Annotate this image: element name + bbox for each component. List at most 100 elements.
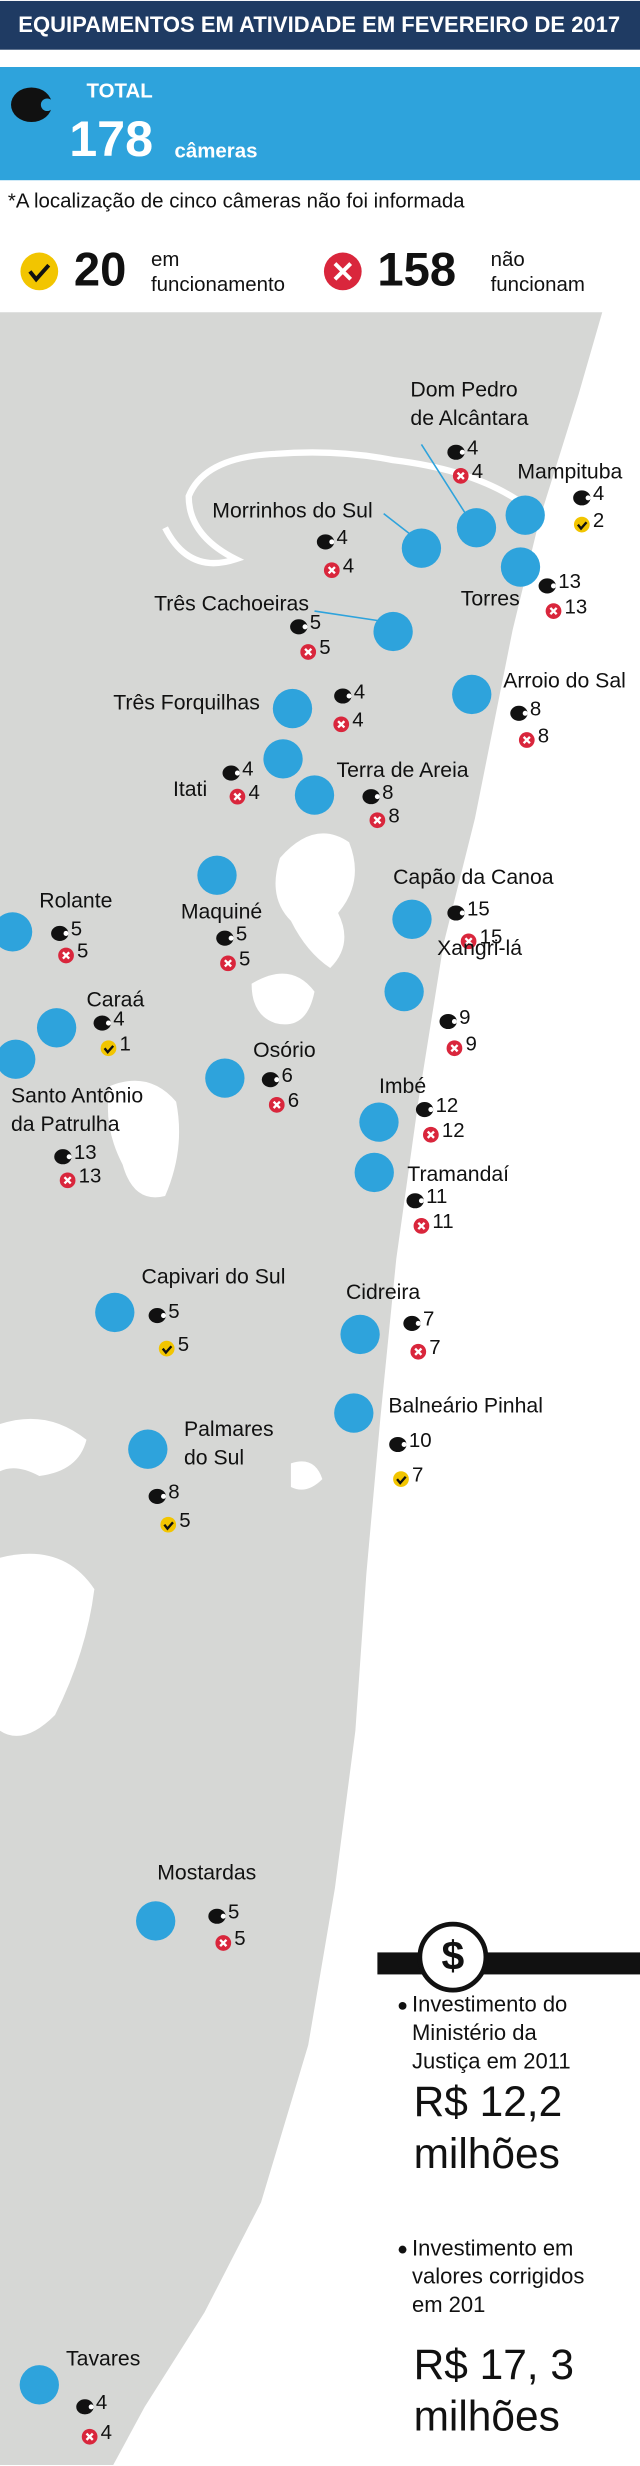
- camera-lens: [66, 1154, 72, 1160]
- camera-lens: [415, 1320, 421, 1326]
- not-working-count: 4: [472, 460, 483, 483]
- not-working-count: 5: [234, 1927, 245, 1950]
- investment-amount: milhões: [414, 2393, 560, 2440]
- camera-icon: [148, 1308, 166, 1324]
- camera-lens: [274, 1077, 280, 1083]
- not-working-label: funcionam: [491, 273, 585, 296]
- not-working-count: 5: [77, 940, 88, 963]
- city-name: Capão da Canoa: [393, 866, 554, 889]
- city-name: Arroio do Sal: [503, 669, 626, 692]
- header-title: EQUIPAMENTOS EM ATIVIDADE EM FEVEREIRO D…: [18, 12, 620, 37]
- camera-count: 4: [593, 482, 604, 505]
- camera-count: 5: [228, 1901, 239, 1924]
- camera-lens: [63, 930, 69, 936]
- camera-count: 8: [530, 698, 541, 721]
- camera-count: 8: [382, 781, 393, 804]
- camera-icon: [261, 1072, 280, 1088]
- working-count: 2: [593, 509, 604, 532]
- total-unit: câmeras: [175, 139, 258, 162]
- working-count: 5: [178, 1333, 189, 1356]
- city-name: Três Forquilhas: [113, 691, 260, 714]
- camera-count: 8: [168, 1481, 179, 1504]
- check-icon: [100, 1040, 117, 1057]
- total-label: TOTAL: [86, 80, 152, 103]
- investment-label: valores corrigidos: [412, 2264, 584, 2289]
- not-working-count: 11: [432, 1210, 453, 1233]
- not-working-label: não: [491, 248, 525, 271]
- city-marker: [0, 912, 33, 952]
- check-icon: [160, 1516, 177, 1533]
- camera-count: 4: [337, 526, 348, 549]
- city-marker: [294, 775, 335, 815]
- state-border: [162, 449, 521, 567]
- camera-icon: [93, 1015, 111, 1031]
- camera-lens: [550, 583, 557, 589]
- check-mark: [163, 1521, 174, 1531]
- not-working-count: 15: [480, 926, 503, 949]
- investment-label: Investimento do: [412, 1992, 567, 2017]
- city-name: Morrinhos do Sul: [212, 500, 372, 523]
- city-marker: [136, 1901, 176, 1941]
- working-label: em: [151, 248, 179, 271]
- x-mark: [85, 2432, 94, 2441]
- camera-icon: [148, 1488, 166, 1504]
- city-marker: [373, 611, 413, 652]
- working-count: 7: [412, 1463, 423, 1486]
- camera-lens: [401, 1441, 407, 1448]
- camera-icon: [11, 87, 52, 123]
- camera-lens: [522, 710, 528, 716]
- camera-lens: [346, 693, 352, 699]
- city-marker: [505, 495, 545, 535]
- city-name: Rolante: [39, 890, 112, 913]
- city-name: Capivari do Sul: [142, 1265, 286, 1288]
- camera-count: 11: [426, 1185, 447, 1208]
- working-label: funcionamento: [151, 273, 285, 296]
- camera-count: 4: [354, 680, 365, 703]
- camera-count: 12: [436, 1094, 459, 1117]
- lagoons: [0, 833, 355, 1736]
- camera-lens: [234, 770, 240, 776]
- x-mark: [337, 720, 346, 729]
- city-name: Caraá: [86, 989, 144, 1012]
- investment-label: Justiça em 2011: [412, 2048, 571, 2073]
- camera-lens: [161, 1313, 167, 1319]
- investment-label: em 201: [412, 2292, 485, 2317]
- x-mark: [62, 951, 71, 960]
- camera-lens: [161, 1493, 167, 1499]
- not-working-count: 8: [388, 804, 399, 827]
- city-marker: [36, 1008, 77, 1048]
- city-marker: [401, 528, 442, 568]
- x-mark: [304, 647, 313, 656]
- total-value: 178: [69, 110, 153, 167]
- city-name: Três Cachoeiras: [154, 592, 309, 615]
- investment-label: Ministério da: [412, 2020, 537, 2045]
- city-name: Mostardas: [157, 1861, 256, 1884]
- city-marker: [334, 1393, 374, 1433]
- x-mark: [224, 959, 232, 968]
- working-count: 20: [74, 242, 126, 295]
- note: *A localização de cinco câmeras não foi …: [8, 190, 465, 213]
- city-name: Torres: [461, 588, 520, 611]
- city-marker: [392, 899, 432, 939]
- check-icon: [158, 1340, 175, 1357]
- city-name: de Alcântara: [410, 407, 528, 430]
- investment-amount: R$ 12,2: [414, 2078, 563, 2125]
- check-mark: [28, 263, 51, 283]
- check-mark: [161, 1345, 173, 1355]
- camera-lens: [428, 1107, 434, 1113]
- x-mark: [233, 792, 242, 801]
- not-working-count: 4: [248, 781, 259, 804]
- city-name: Terra de Areia: [337, 759, 469, 782]
- city-name: Cidreira: [346, 1281, 420, 1304]
- bullet: [398, 2245, 407, 2254]
- not-working-count: 158: [377, 242, 456, 295]
- city-marker: [19, 2365, 59, 2405]
- city-marker: [500, 547, 541, 587]
- camera-count: 4: [113, 1007, 124, 1030]
- camera-lens: [228, 935, 234, 941]
- city-marker: [354, 1152, 394, 1193]
- camera-icon: [403, 1315, 421, 1331]
- camera-lens: [585, 495, 591, 501]
- city-name: Xangri-lá: [437, 937, 522, 960]
